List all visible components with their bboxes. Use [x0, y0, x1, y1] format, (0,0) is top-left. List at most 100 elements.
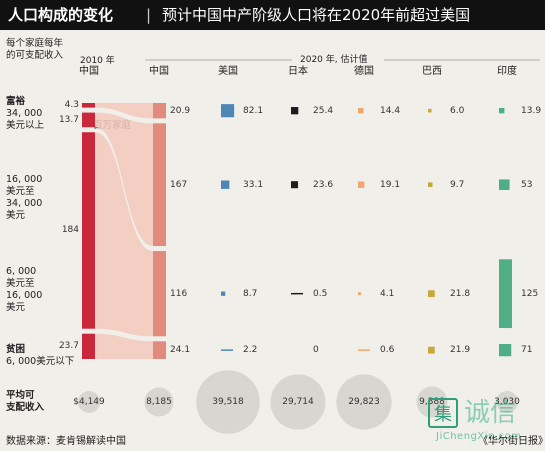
value-6-1: 53 [521, 179, 533, 190]
chart-subtitle: 预计中国中产阶级人口将在2020年前超过美国 [162, 6, 471, 24]
avg-income-bubble-4 [336, 374, 392, 430]
title-separator: | [146, 6, 152, 24]
value-6-3: 71 [521, 345, 533, 356]
value-5-0: 6.0 [450, 105, 465, 116]
column-header-6: 印度 [497, 66, 517, 77]
bar-china-2020-2 [153, 251, 166, 337]
column-header-0: 中国 [79, 66, 99, 77]
bar-china-2020-1 [153, 123, 166, 247]
value-3-3: 0 [313, 345, 319, 356]
value-china-2020-1: 167 [170, 179, 188, 190]
bar-china-2010-0 [82, 103, 95, 108]
bar-5-2 [428, 290, 435, 298]
bar-china-2010-1 [82, 112, 95, 128]
bar-4-2 [358, 292, 361, 296]
bar-6-3 [499, 344, 512, 357]
value-5-2: 21.8 [450, 288, 471, 299]
row-label-poor-range: 6, 000美元以下 [6, 356, 75, 367]
avg-income-bubble-5 [416, 386, 448, 418]
bar-3-2 [291, 292, 303, 295]
bar-4-3 [358, 349, 370, 351]
value-4-1: 19.1 [380, 179, 401, 190]
value-china-2020-3: 24.1 [170, 345, 191, 356]
avg-income-bubble-6 [496, 391, 518, 413]
bar-4-0 [358, 107, 364, 114]
flow-band-3 [95, 333, 153, 359]
row-label-rich-range: 美元以上 [6, 120, 45, 131]
row-header-line1: 每个家庭每年 [6, 38, 64, 49]
credit: 《华尔街日报》 [478, 436, 545, 447]
avg-income-value-5: 9,388 [419, 397, 445, 407]
value-china-2010-3: 23.7 [58, 341, 79, 352]
bar-2-2 [221, 291, 226, 296]
column-header-5: 巴西 [422, 66, 442, 77]
row-label-lower-3: 16, 000 [6, 290, 43, 301]
avg-income-bubble-3 [270, 374, 326, 430]
bar-2-3 [221, 349, 233, 351]
row-header-line2: 的可支配收入 [6, 50, 64, 61]
bar-2-0 [221, 104, 235, 118]
bar-6-2 [499, 259, 512, 329]
year-2010-label: 2010 年 [80, 56, 115, 66]
flow-band-1 [95, 112, 153, 247]
column-header-2: 美国 [218, 66, 238, 77]
column-header-3: 日本 [288, 66, 308, 77]
row-label-poor-title: 贫困 [6, 344, 26, 355]
value-2-3: 2.2 [243, 345, 258, 356]
value-china-2010-1: 13.7 [58, 114, 79, 125]
bar-6-1 [499, 179, 510, 190]
row-label-lower-1: 6, 000 [6, 266, 37, 277]
avg-income-value-1: 8,185 [146, 397, 172, 407]
row-label-upper-3: 34, 000 [6, 198, 43, 209]
avg-income-bubble-1 [144, 387, 174, 417]
avg-income-value-4: 29,823 [348, 397, 380, 407]
row-label-upper-2: 美元至 [6, 186, 35, 197]
row-label-rich-title: 富裕 [6, 96, 26, 107]
value-4-2: 4.1 [380, 288, 395, 299]
avg-income-label-1: 平均可 [6, 390, 35, 401]
avg-income-label-2: 支配收入 [6, 402, 45, 413]
row-label-upper-4: 美元 [6, 210, 26, 221]
avg-income-bubble-2 [196, 370, 260, 434]
bar-4-1 [358, 181, 365, 188]
column-header-4: 德国 [354, 66, 374, 77]
value-china-2010-2: 184 [61, 225, 79, 236]
value-2-0: 82.1 [243, 105, 264, 116]
bar-china-2020-3 [153, 341, 166, 359]
value-china-2020-0: 20.9 [170, 105, 191, 116]
bar-6-0 [499, 107, 505, 114]
bar-5-0 [428, 108, 432, 113]
bar-china-2010-2 [82, 132, 95, 329]
bar-china-2010-3 [82, 333, 95, 359]
row-label-lower-4: 美元 [6, 302, 26, 313]
value-3-1: 23.6 [313, 179, 334, 190]
bar-china-2020-0 [153, 103, 166, 119]
source-note: 数据来源：麦肯锡解读中国 [6, 436, 126, 447]
avg-income-bubble-0 [78, 391, 100, 413]
value-4-3: 0.6 [380, 345, 395, 356]
bar-2-1 [221, 180, 230, 189]
bar-5-1 [428, 182, 433, 187]
bar-3-0 [291, 107, 299, 115]
value-china-2020-2: 116 [170, 288, 188, 299]
title-bar: 人口构成的变化 | 预计中国中产阶级人口将在2020年前超过美国 [0, 0, 545, 30]
value-2-1: 33.1 [243, 179, 264, 190]
value-6-0: 13.9 [521, 105, 542, 116]
bar-5-3 [428, 346, 435, 354]
chart-title: 人口构成的变化 [8, 6, 114, 24]
value-3-0: 25.4 [313, 105, 334, 116]
avg-income-value-2: 39,518 [212, 397, 244, 407]
value-4-0: 14.4 [380, 105, 401, 116]
value-5-3: 21.9 [450, 345, 471, 356]
flow-band-2 [95, 132, 153, 337]
value-3-2: 0.5 [313, 288, 328, 299]
row-label-lower-2: 美元至 [6, 278, 35, 289]
avg-income-value-6: 3,030 [494, 397, 520, 407]
flow-band-0 [95, 103, 153, 119]
row-label-rich-amount: 34, 000 [6, 108, 43, 119]
avg-income-value-3: 29,714 [282, 397, 314, 407]
row-label-upper-1: 16, 000 [6, 174, 43, 185]
value-6-2: 125 [521, 288, 539, 299]
value-5-1: 9.7 [450, 179, 465, 190]
year-2020-label: 2020 年, 估计值 [300, 55, 368, 65]
